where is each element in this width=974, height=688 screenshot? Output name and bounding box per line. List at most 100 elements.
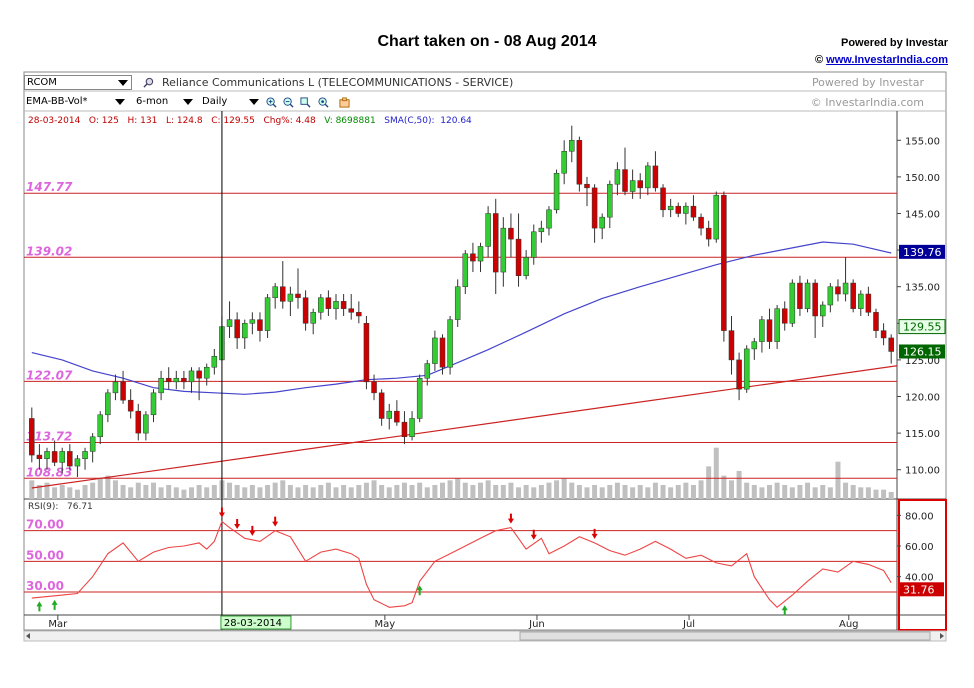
y-tick-label: 145.00 (905, 209, 940, 220)
volume-bar (219, 480, 225, 499)
volume-bar (873, 489, 879, 499)
candle-up (531, 231, 537, 258)
investar-url-link[interactable]: www.InvestarIndia.com (826, 54, 948, 66)
page-title: Chart taken on - 08 Aug 2014 (377, 33, 597, 50)
scrollbar-thumb (519, 631, 931, 641)
volume-bar (706, 466, 712, 499)
candle-up (219, 326, 225, 361)
candle-up (553, 172, 560, 211)
candle-up (842, 282, 849, 295)
volume-bar (827, 487, 833, 499)
zoom-in-icon[interactable] (266, 97, 277, 108)
candle-down (280, 286, 286, 302)
y-tick-label: 125.00 (905, 356, 940, 367)
symbol-value: RCOM (27, 77, 57, 88)
volume-bar (843, 482, 849, 499)
rsi-info-line: RSI(9): 76.71 (28, 502, 93, 512)
volume-bar (204, 487, 210, 499)
volume-bar (234, 485, 240, 499)
candle-up (264, 297, 271, 331)
candle-up (150, 392, 157, 416)
volume-bar (584, 487, 590, 499)
period-select[interactable]: 6-mon (134, 95, 196, 109)
volume-bar (52, 487, 58, 499)
y-tick-label: 110.00 (905, 466, 940, 477)
info-sma-value: 120.64 (440, 116, 472, 126)
search-icon[interactable] (143, 77, 154, 88)
candle-up (89, 436, 96, 452)
x-tick-label: Mar (48, 619, 68, 630)
candle-up (158, 377, 164, 394)
volume-bar (538, 485, 544, 499)
rsi-badge-bg (900, 582, 944, 597)
volume-bar (546, 482, 552, 499)
candle-up (820, 304, 826, 317)
indicator-value: EMA-BB-Vol* (26, 96, 88, 107)
volume-bar (333, 487, 339, 499)
interval-select[interactable]: Daily (200, 95, 262, 109)
candle-up (546, 209, 552, 229)
candle-down (675, 205, 681, 214)
symbol-select[interactable]: RCOM (24, 75, 132, 90)
candle-up (645, 165, 651, 189)
volume-bar (820, 485, 826, 499)
candle-down (181, 377, 187, 383)
info-low: L: 124.8 (165, 116, 203, 126)
candle-down (470, 253, 476, 262)
candle-down (660, 187, 666, 211)
candle-down (850, 282, 856, 309)
rsi-level-label: 70.00 (26, 518, 64, 532)
volume-bar (36, 485, 42, 499)
volume-bar (652, 482, 658, 499)
candle-up (523, 257, 529, 276)
volume-bar (774, 482, 780, 499)
sell-arrow-icon (591, 528, 598, 539)
powered-by-link[interactable]: © www.InvestarIndia.com (815, 54, 948, 66)
volume-bar (713, 447, 719, 499)
trendline (31, 365, 898, 489)
y-tick-label: 115.00 (905, 429, 940, 440)
volume-bar (265, 485, 271, 499)
volume-bar (508, 482, 514, 499)
candle-down (51, 451, 58, 463)
volume-bar (158, 487, 164, 499)
candle-up (713, 194, 720, 240)
candle-down (340, 301, 347, 309)
info-high: H: 131 (127, 116, 158, 126)
volume-bar (865, 487, 871, 499)
zoom-fit-icon[interactable] (300, 97, 311, 108)
zoom-out-icon[interactable] (283, 97, 294, 108)
candle-down (378, 392, 385, 419)
candle-up (242, 323, 248, 339)
candle-up (211, 355, 218, 368)
volume-bar (447, 480, 453, 499)
rsi-label: RSI(9): (28, 502, 59, 512)
candle-up (454, 286, 461, 320)
volume-bar (424, 487, 430, 499)
candle-down (637, 180, 643, 189)
volume-bar (409, 485, 415, 499)
volume-bar (74, 489, 80, 499)
y-tick-label: 140.00 (905, 246, 940, 257)
volume-bar (128, 487, 134, 499)
screenshot-icon[interactable] (339, 97, 350, 108)
volume-bar (622, 485, 628, 499)
powered-by-label: Powered by Investar (841, 37, 948, 49)
volume-bar (485, 480, 491, 499)
candle-down (348, 308, 354, 313)
candle-up (667, 205, 674, 211)
copyright-right: © InvestarIndia.com (810, 96, 924, 109)
candle-down (888, 337, 894, 352)
zoom-reset-icon[interactable] (318, 97, 329, 108)
volume-bar (599, 487, 605, 499)
candle-up (82, 451, 88, 459)
candle-up (477, 246, 484, 262)
volume-bar (348, 487, 354, 499)
chevron-down-icon (249, 99, 259, 105)
indicator-select[interactable]: EMA-BB-Vol* (24, 95, 128, 109)
volume-bar (690, 485, 696, 499)
volume-bar (561, 478, 567, 499)
candle-down (302, 297, 309, 324)
sma-line (31, 241, 892, 395)
candle-up (409, 418, 415, 438)
